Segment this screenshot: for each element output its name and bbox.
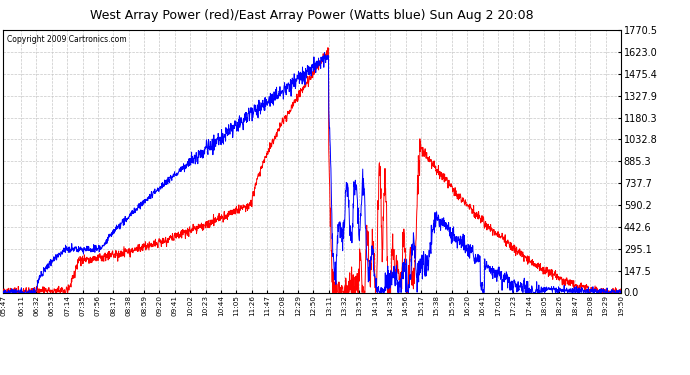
Text: Copyright 2009 Cartronics.com: Copyright 2009 Cartronics.com [6, 35, 126, 44]
Text: West Array Power (red)/East Array Power (Watts blue) Sun Aug 2 20:08: West Array Power (red)/East Array Power … [90, 9, 533, 22]
